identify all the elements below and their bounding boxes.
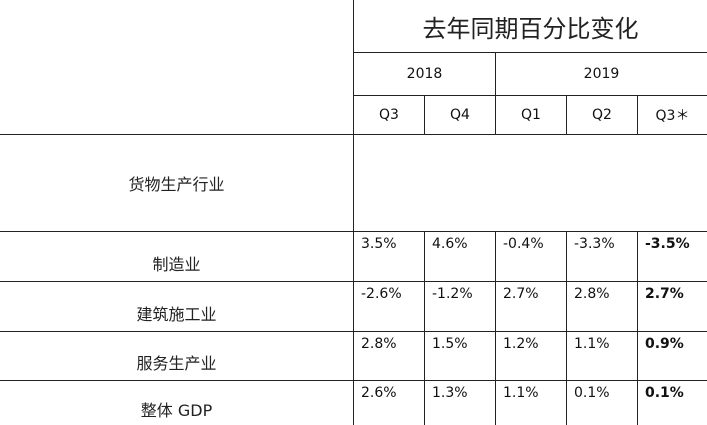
table-cell-highlight: -3.5% — [645, 236, 690, 252]
table-cell: 2.7% — [503, 286, 539, 302]
row-label: 制造业 — [152, 254, 201, 274]
table-title: 去年同期百分比变化 — [422, 14, 639, 43]
quarter-header: Q1 — [521, 107, 541, 123]
year-header-2018: 2018 — [406, 66, 443, 82]
rule — [566, 231, 567, 425]
rule — [354, 95, 707, 96]
table-cell: 1.5% — [432, 336, 468, 352]
rule — [495, 231, 496, 425]
table-cell: 0.1% — [574, 385, 610, 401]
rule — [495, 52, 496, 135]
year-header-2019: 2019 — [583, 66, 620, 82]
table-cell: 2.6% — [361, 385, 397, 401]
quarter-header: Q4 — [450, 107, 470, 123]
table-cell: -0.4% — [503, 236, 544, 252]
quarter-header: Q2 — [592, 107, 612, 123]
section-label: 货物生产行业 — [128, 175, 225, 194]
table-cell-highlight: 0.9% — [645, 336, 684, 352]
table-cell: 1.1% — [503, 385, 539, 401]
table-cell-highlight: 2.7% — [645, 286, 684, 302]
row-label: 整体 GDP — [140, 401, 213, 420]
table-cell: 1.2% — [503, 336, 539, 352]
rule — [424, 95, 425, 135]
table-cell: 2.8% — [574, 286, 610, 302]
rule — [424, 231, 425, 425]
table-cell: 1.3% — [432, 385, 468, 401]
row-label: 服务生产业 — [136, 354, 217, 373]
rule — [637, 95, 638, 135]
quarter-header: Q3＊ — [655, 108, 690, 124]
row-label: 建筑施工业 — [136, 304, 217, 324]
rule — [566, 95, 567, 135]
table-cell: 3.5% — [361, 236, 397, 252]
table-cell-highlight: 0.1% — [645, 385, 684, 401]
table-cell: -1.2% — [432, 286, 473, 302]
table-cell: -3.3% — [574, 236, 615, 252]
table-cell: 2.8% — [361, 336, 397, 352]
table-cell: -2.6% — [361, 286, 402, 302]
rule — [637, 231, 638, 425]
rule — [354, 52, 707, 53]
table-cell: 1.1% — [574, 336, 610, 352]
table-cell: 4.6% — [432, 236, 468, 252]
rule — [353, 0, 354, 425]
quarter-header: Q3 — [379, 107, 399, 123]
